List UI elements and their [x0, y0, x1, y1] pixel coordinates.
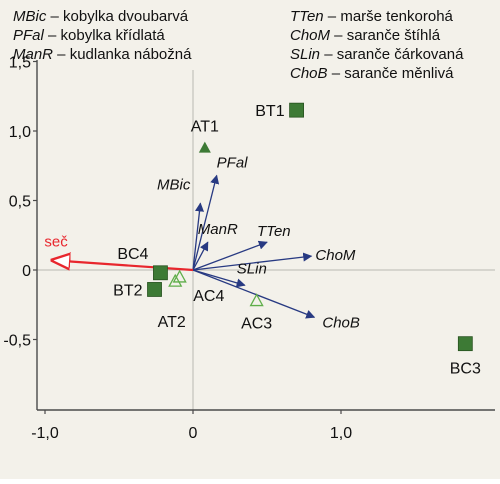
- y-tick-label: 0: [22, 263, 31, 280]
- legend-abbr: TTen: [290, 8, 324, 25]
- legend-name: – kobylka dvoubarvá: [46, 8, 188, 25]
- y-tick-label: -0,5: [3, 333, 31, 350]
- legend-abbr: ManR: [13, 46, 53, 63]
- vector-label-mbic: MBic: [157, 176, 191, 193]
- y-tick-label: 0,5: [9, 194, 31, 211]
- vector-arrow-slin: [192, 269, 246, 288]
- site-label-bt2: BT2: [113, 282, 142, 299]
- legend-abbr: MBic: [13, 8, 47, 25]
- x-tick-label: 1,0: [330, 425, 352, 442]
- site-label-bc4: BC4: [117, 246, 148, 263]
- x-tick-label: -1,0: [31, 425, 59, 442]
- legend-entry-chob: ChoB – saranče měnlivá: [290, 65, 454, 82]
- legend-entry-mbic: MBic – kobylka dvoubarvá: [13, 8, 189, 25]
- site-marker-at1: [198, 141, 211, 153]
- legend-entry-manr: ManR – kudlanka nábožná: [13, 46, 192, 63]
- vector-arrow-pfal: [192, 174, 220, 271]
- y-tick-label: 1,5: [9, 55, 31, 72]
- site-marker-bc3: [457, 336, 473, 352]
- legend-abbr: SLin: [290, 46, 320, 63]
- env-vector-arrow: [52, 260, 194, 270]
- x-tick-label: 0: [189, 425, 198, 442]
- legend-entry-chom: ChoM – saranče štíhlá: [290, 27, 441, 44]
- site-label-at2: AT2: [158, 314, 186, 331]
- vector-label-chob: ChoB: [322, 314, 360, 331]
- legend-abbr: ChoB: [290, 65, 328, 82]
- site-marker-bc4: [153, 265, 168, 281]
- site-label-bc3: BC3: [450, 361, 481, 378]
- site-label-at1: AT1: [191, 119, 219, 136]
- vector-label-pfal: PFal: [217, 154, 249, 171]
- species-vectors: PFal MBic ManR TTen ChoM SLin ChoB: [157, 154, 360, 331]
- site-label-ac3: AC3: [241, 316, 272, 333]
- legend-entry-slin: SLin – saranče čárkovaná: [290, 46, 464, 63]
- site-points: BT1 BC4 BT2 BC3 AT1 AT2 AC4 AC3: [113, 102, 481, 378]
- legend-entry-tten: TTen – marše tenkorohá: [290, 8, 454, 25]
- vector-label-chom: ChoM: [315, 247, 356, 264]
- site-label-bt1: BT1: [255, 103, 284, 120]
- legend-abbr: PFal: [13, 27, 45, 44]
- axes: [33, 60, 495, 414]
- site-marker-bt2: [147, 282, 162, 297]
- legend-name: – saranče měnlivá: [328, 65, 455, 82]
- legend-name: – saranče štíhlá: [330, 27, 441, 44]
- legend-name: – saranče čárkovaná: [320, 46, 464, 63]
- vector-arrow-chob: [192, 269, 316, 319]
- vector-label-slin: SLin: [237, 260, 267, 277]
- legend-name: – marše tenkorohá: [324, 8, 454, 25]
- legend-abbr: ChoM: [290, 27, 331, 44]
- tick-labels: 1,5 1,0 0,5 0 -0,5 -1,0 0 1,0: [3, 55, 352, 443]
- legend-name: – kobylka křídlatá: [44, 27, 166, 44]
- vector-label-manr: ManR: [198, 221, 238, 238]
- zero-lines: [37, 70, 495, 410]
- vector-arrow-tten: [192, 240, 268, 271]
- vector-label-tten: TTen: [257, 223, 291, 240]
- legend-entry-pfal: PFal – kobylka křídlatá: [13, 27, 165, 44]
- site-marker-bt1: [289, 102, 305, 118]
- vector-arrow-chom: [192, 252, 313, 271]
- vector-arrow-manr: [192, 241, 209, 271]
- site-label-ac4: AC4: [193, 288, 224, 305]
- legend-name: – kudlanka nábožná: [53, 46, 192, 63]
- env-vector: seč: [44, 233, 194, 270]
- y-tick-label: 1,0: [9, 124, 31, 141]
- site-marker-ac3: [249, 293, 264, 307]
- site-marker-ac4: [168, 273, 183, 287]
- vector-arrow-mbic: [192, 202, 205, 271]
- env-vector-label: seč: [44, 233, 68, 250]
